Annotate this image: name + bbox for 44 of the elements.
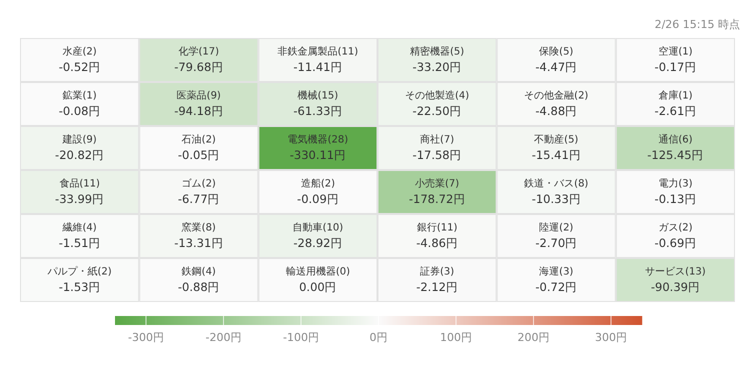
color-bar-label: 300円 xyxy=(595,330,627,344)
data-label: 倉庫(1) -2.61円 xyxy=(654,90,696,118)
data-label: 空運(1) -0.17円 xyxy=(654,46,696,74)
data-label: 保険(5) -4.47円 xyxy=(535,46,578,74)
data-label: 商社(7) -17.58円 xyxy=(412,134,462,162)
data-label: 陸運(2) -2.70円 xyxy=(535,222,578,250)
data-label: 非鉄金属製品(11) -11.41円 xyxy=(278,46,358,74)
data-label: 鉱業(1) -0.08円 xyxy=(58,90,100,118)
data-label: 食品(11) -33.99円 xyxy=(55,178,104,206)
data-label: 鉄鋼(4) -0.88円 xyxy=(178,266,220,294)
data-label: 証券(3) -2.12円 xyxy=(416,266,458,294)
data-label: 鉄道・バス(8) -10.33円 xyxy=(524,178,588,206)
data-label: 建設(9) -20.82円 xyxy=(55,134,104,162)
data-label: 水産(2) -0.52円 xyxy=(58,46,100,74)
data-label: その他製造(4) -22.50円 xyxy=(404,90,470,118)
data-label: 繊維(4) -1.51円 xyxy=(58,222,100,250)
data-label: 造船(2) -0.09円 xyxy=(297,178,339,206)
color-bar-label: 200円 xyxy=(518,330,550,344)
color-bar-label: -300円 xyxy=(128,330,164,344)
data-label: 機械(15) -61.33円 xyxy=(293,90,342,118)
data-label: 自動車(10) -28.92円 xyxy=(292,222,344,250)
data-label: 精密機器(5) -33.20円 xyxy=(410,46,464,74)
color-bar-label: -200円 xyxy=(206,330,242,344)
data-label: 不動産(5) -15.41円 xyxy=(532,134,581,162)
data-label: 通信(6) -125.45円 xyxy=(647,134,704,162)
data-label: 石油(2) -0.05円 xyxy=(178,134,220,162)
data-label: 化学(17) -79.68円 xyxy=(174,46,224,74)
data-label: 輸送用機器(0) 0.00円 xyxy=(286,266,350,294)
data-label: 海運(3) -0.72円 xyxy=(535,266,578,294)
data-label: サービス(13) -90.39円 xyxy=(645,266,706,294)
data-label: 電力(3) -0.13円 xyxy=(654,178,696,206)
data-label: ゴム(2) -6.77円 xyxy=(178,178,220,206)
data-label: ガス(2) -0.69円 xyxy=(654,222,696,250)
data-label: 電気機器(28) -330.11円 xyxy=(288,134,348,162)
color-bar-label: 0円 xyxy=(370,330,388,344)
color-bar-label: -100円 xyxy=(283,330,319,344)
data-label: 窯業(8) -13.31円 xyxy=(174,222,224,250)
data-label: 医薬品(9) -94.18円 xyxy=(174,90,224,118)
data-label: その他金融(2) -4.88円 xyxy=(524,90,588,118)
data-label: 銀行(11) -4.86円 xyxy=(416,222,458,250)
color-bar-label: 100円 xyxy=(440,330,472,344)
text: 2/26 15:15 時点 xyxy=(654,18,740,31)
data-label: 小売業(7) -178.72円 xyxy=(408,178,466,206)
data-label: パルプ・紙(2) -1.53円 xyxy=(46,266,112,294)
